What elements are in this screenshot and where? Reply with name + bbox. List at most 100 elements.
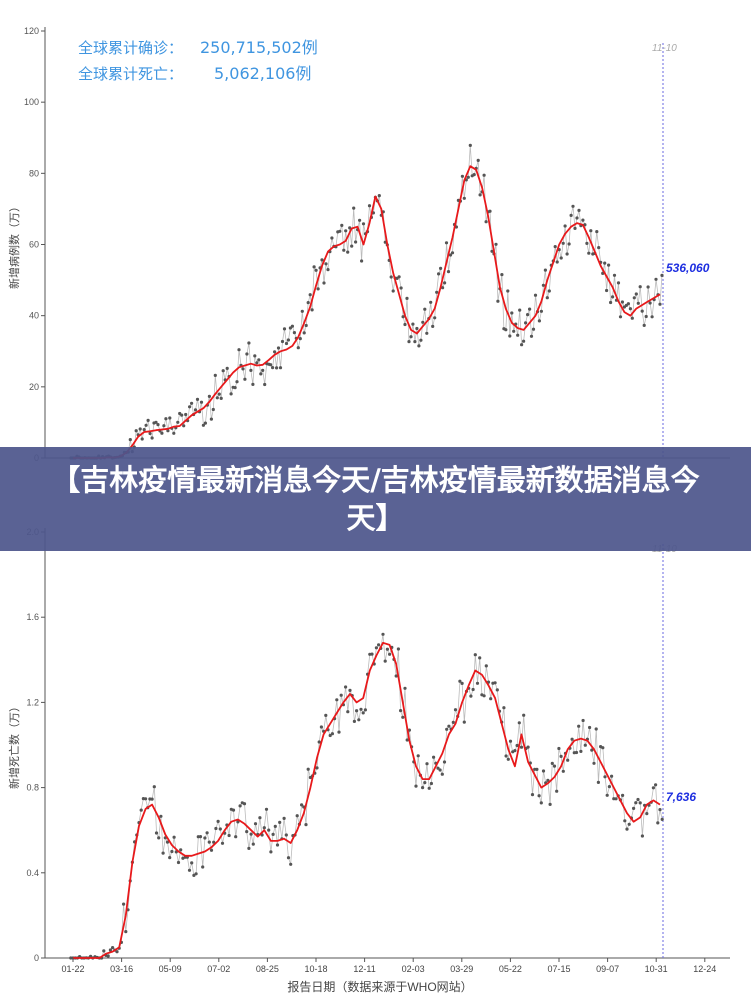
deaths-daily-point (214, 826, 218, 831)
deaths-daily-point (590, 748, 594, 752)
cases-daily-point (585, 241, 589, 245)
deaths-daily-point (381, 632, 385, 636)
deaths-daily-point (273, 824, 277, 829)
deaths-daily-point (190, 861, 194, 865)
cases-daily-point (448, 253, 453, 257)
cases-daily-point (476, 158, 480, 162)
cases-daily-point (261, 368, 265, 372)
cases-daily-point (352, 206, 356, 210)
deaths-daily-point (416, 754, 420, 758)
cases-daily-point (306, 301, 310, 305)
deaths-daily-point (399, 709, 403, 713)
cases-y-tick-label: 60 (29, 240, 39, 250)
deaths-y-tick-label: 0.4 (26, 868, 39, 878)
cases-daily-point (340, 223, 344, 227)
cases-daily-point (516, 333, 520, 337)
cases-daily-point (193, 408, 198, 412)
cases-daily-point (150, 436, 154, 440)
x-tick-label: 10-31 (645, 964, 668, 974)
deaths-daily-point (238, 804, 242, 808)
deaths-daily-point (203, 836, 207, 840)
deaths-daily-point (548, 802, 552, 807)
deaths-daily-point (550, 761, 554, 766)
cases-daily-point (358, 218, 362, 222)
deaths-daily-point (594, 727, 598, 731)
cases-daily-point (241, 367, 245, 371)
cases-daily-point (648, 301, 652, 305)
deaths-daily-point (205, 831, 209, 835)
deaths-daily-line (70, 634, 663, 959)
deaths-daily-point (245, 830, 249, 834)
cases-daily-point (411, 322, 415, 326)
cases-daily-point (559, 256, 563, 260)
cases-daily-point (618, 315, 623, 319)
deaths-daily-point (264, 807, 269, 811)
deaths-daily-point (144, 797, 148, 801)
cases-daily-point (259, 372, 263, 376)
title-banner: 【吉林疫情最新消息今天/吉林疫情最新数据消息今天】 (0, 447, 751, 551)
x-tick-label: 03-16 (110, 964, 133, 974)
deaths-daily-point (414, 784, 418, 788)
cases-daily-point (654, 277, 658, 281)
deaths-daily-point (209, 848, 214, 852)
deaths-daily-point (308, 775, 312, 780)
cases-daily-point (626, 302, 631, 306)
deaths-daily-point (537, 794, 541, 798)
deaths-daily-point (625, 827, 629, 831)
deaths-daily-point (458, 679, 462, 683)
deaths-daily-point (654, 783, 658, 787)
deaths-daily-point (385, 647, 389, 651)
cases-daily-point (320, 258, 324, 262)
cases-daily-point (472, 173, 476, 177)
cases-daily-point (344, 229, 348, 233)
deaths-daily-point (251, 842, 255, 846)
cases-daily-point (330, 236, 334, 240)
cases-daily-point (490, 249, 494, 253)
cases-daily-point (611, 295, 615, 299)
deaths-y-tick-label: 1.2 (26, 697, 39, 707)
cases-daily-point (555, 260, 559, 264)
cases-daily-point (597, 246, 601, 250)
cases-daily-point (180, 413, 184, 417)
deaths-daily-point (607, 785, 612, 789)
deaths-daily-point (610, 774, 614, 778)
deaths-daily-point (304, 823, 308, 827)
deaths-daily-point (601, 746, 605, 750)
cases-daily-point (225, 366, 229, 370)
deaths-daily-point (227, 833, 231, 838)
cases-daily-point (462, 196, 466, 200)
deaths-daily-point (335, 698, 339, 702)
deaths-daily-point (522, 713, 526, 717)
deaths-daily-point (363, 708, 367, 712)
deaths-daily-point (165, 840, 170, 844)
deaths-daily-point (377, 643, 381, 647)
deaths-daily-point (588, 725, 592, 730)
deaths-daily-point (357, 718, 361, 722)
deaths-daily-point (139, 808, 143, 812)
cases-daily-point (439, 266, 443, 270)
deaths-daily-point (475, 681, 480, 685)
cases-daily-point (316, 287, 320, 291)
cases-daily-point (504, 328, 508, 332)
deaths-daily-point (555, 789, 559, 793)
cases-daily-point (195, 397, 200, 401)
last-value-label-bottom: 7,636 (666, 790, 696, 804)
deaths-daily-point (526, 745, 530, 749)
cases-daily-point (255, 361, 259, 365)
deaths-daily-point (194, 872, 198, 876)
deaths-daily-point (603, 775, 607, 779)
cases-daily-point (488, 209, 492, 213)
deaths-average-line (73, 641, 661, 959)
deaths-daily-point (242, 802, 247, 806)
deaths-daily-point (623, 819, 627, 823)
deaths-daily-point (207, 840, 211, 844)
deaths-daily-point (383, 659, 387, 663)
deaths-daily-point (388, 652, 392, 656)
cases-y-tick-label: 20 (29, 382, 39, 392)
cases-daily-point (302, 331, 306, 335)
cases-daily-point (282, 327, 287, 331)
deaths-daily-point (478, 656, 482, 660)
deaths-daily-point (423, 781, 427, 785)
deaths-daily-point (632, 806, 636, 811)
cases-average-line (73, 165, 661, 459)
